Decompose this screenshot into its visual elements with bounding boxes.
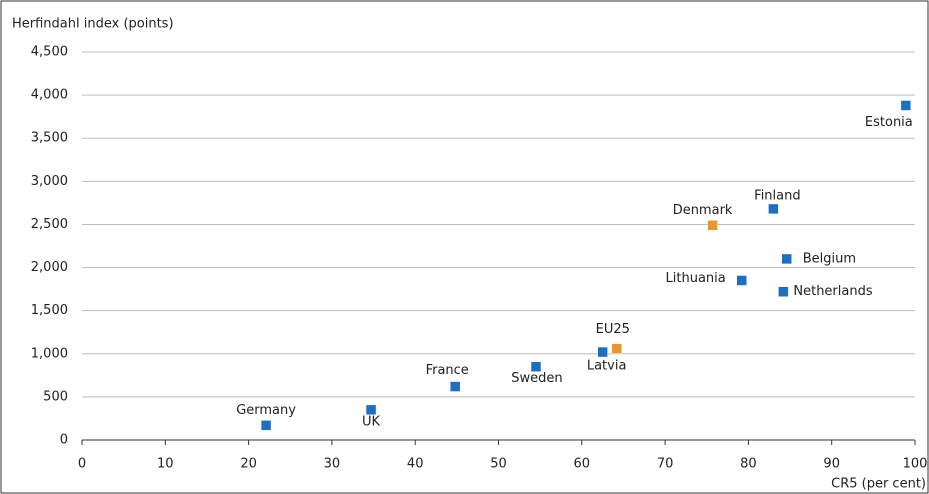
y-tick-label: 500: [43, 389, 68, 404]
point-label: Lithuania: [666, 271, 726, 286]
point-label: Estonia: [865, 115, 913, 130]
point-label: Germany: [236, 403, 296, 418]
y-axis-title: Herfindahl index (points): [12, 17, 174, 32]
point: [707, 220, 718, 231]
y-tick-label: 1,000: [31, 346, 68, 361]
x-tick-label: 50: [490, 457, 507, 472]
point: [781, 253, 792, 265]
point-label: Finland: [754, 188, 800, 203]
y-tick-label: 1,500: [31, 303, 68, 318]
x-tick-label: 40: [407, 457, 424, 472]
x-tick-label: 20: [240, 457, 257, 472]
point: [530, 361, 542, 372]
point-label: France: [426, 363, 469, 378]
x-tick-label: 30: [324, 457, 341, 472]
x-axis-title: CR5 (per cent): [831, 477, 926, 492]
point: [260, 420, 272, 431]
y-tick-label: 2,000: [31, 260, 68, 275]
x-tick-label: 80: [740, 457, 757, 472]
point-label: EU25: [596, 322, 630, 337]
y-tick-label: 4,500: [31, 45, 68, 60]
x-tick-label: 10: [157, 457, 174, 472]
x-tick-label: 70: [657, 457, 674, 472]
point: [365, 404, 377, 416]
point: [597, 346, 608, 358]
x-tick-label: 60: [574, 457, 591, 472]
point: [900, 100, 912, 111]
point: [736, 275, 747, 286]
x-tick-label: 0: [78, 457, 86, 472]
point: [449, 381, 461, 392]
point-label: UK: [362, 414, 381, 429]
y-tick-label: 3,500: [31, 131, 68, 146]
point-label: Latvia: [587, 359, 627, 374]
y-tick-label: 3,000: [31, 174, 68, 189]
y-tick-label: 2,500: [31, 217, 68, 232]
point: [778, 286, 789, 297]
point-label: Belgium: [803, 251, 856, 266]
point: [611, 343, 623, 354]
point-label: Netherlands: [793, 284, 872, 299]
x-tick-label: 90: [823, 457, 840, 472]
point-label: Denmark: [673, 203, 733, 218]
x-tick-label: 100: [903, 457, 928, 472]
point-label: Sweden: [511, 371, 562, 386]
point: [768, 203, 779, 215]
y-tick-label: 4,000: [31, 88, 68, 103]
y-tick-label: 0: [60, 433, 68, 448]
